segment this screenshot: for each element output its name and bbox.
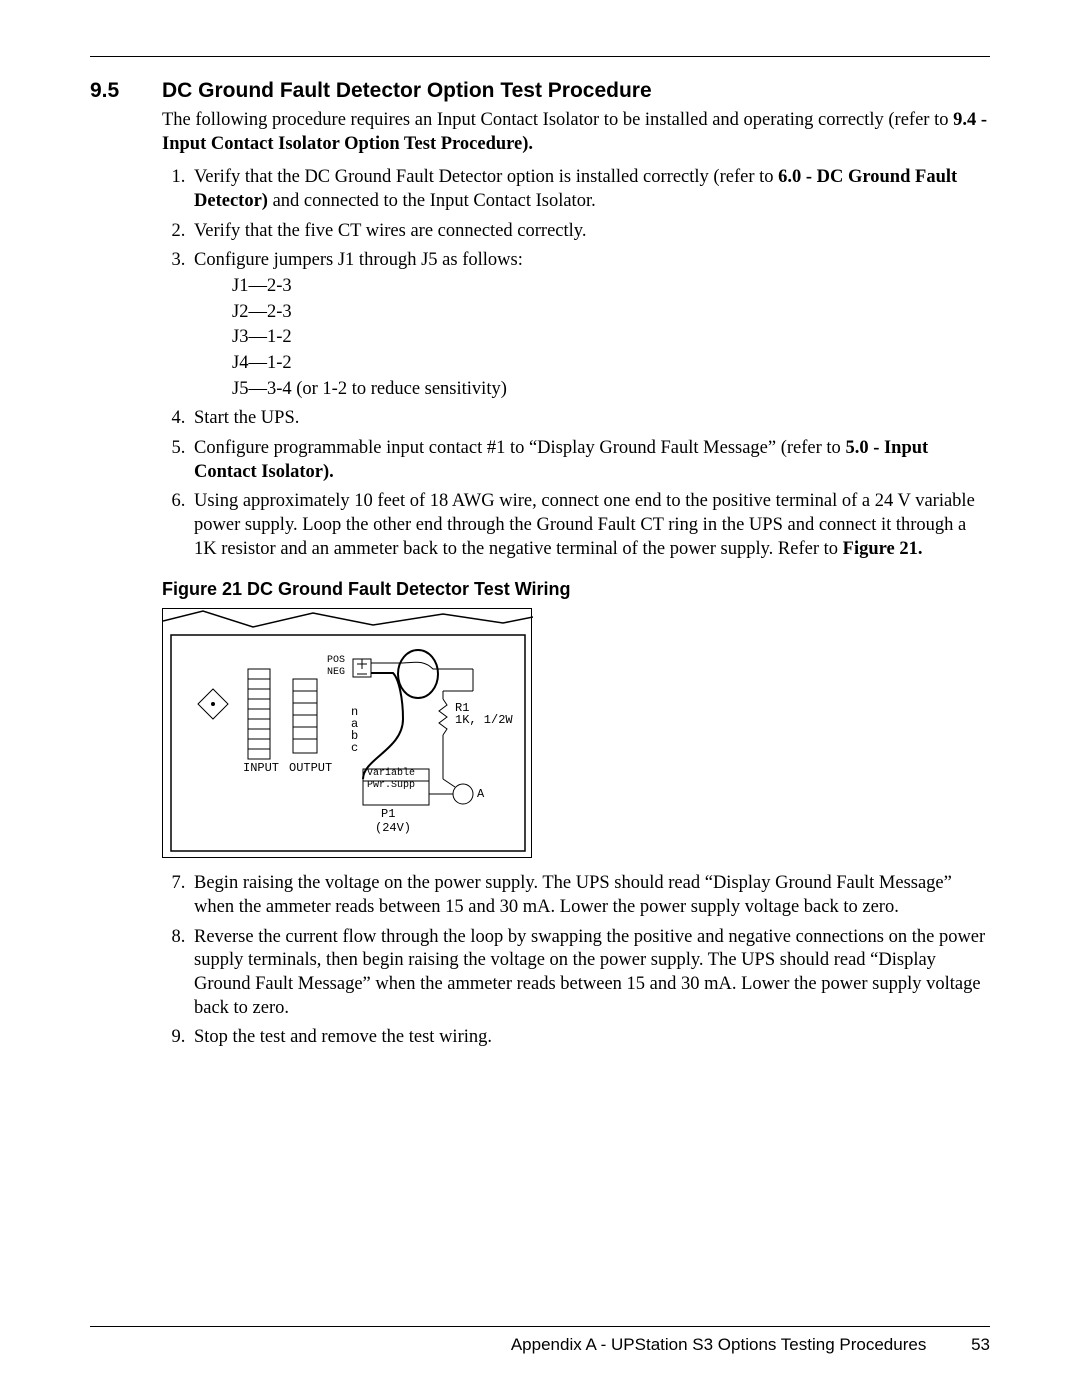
step-6-ref: Figure 21.: [843, 539, 923, 559]
page-footer: Appendix A - UPStation S3 Options Testin…: [90, 1326, 990, 1355]
step-9: Stop the test and remove the test wiring…: [190, 1026, 990, 1050]
footer-text: Appendix A - UPStation S3 Options Testin…: [90, 1335, 990, 1355]
step-6: Using approximately 10 feet of 18 AWG wi…: [190, 490, 990, 561]
fig-label-r1v: 1K, 1/2W: [455, 713, 513, 727]
figure-caption: Figure 21 DC Ground Fault Detector Test …: [162, 579, 990, 600]
fig-label-amp: A: [477, 787, 484, 801]
jumper-j4: J4—1-2: [232, 352, 990, 376]
fig-label-24v: (24V): [375, 821, 411, 835]
section-body: The following procedure requires an Inpu…: [162, 109, 990, 561]
procedure-list-cont: Begin raising the voltage on the power s…: [162, 872, 990, 1050]
fig-label-vps1: Variable: [367, 768, 415, 779]
section-body-cont: Begin raising the voltage on the power s…: [162, 872, 990, 1050]
fig-label-neg: NEG: [327, 667, 345, 678]
page-number: 53: [971, 1335, 990, 1354]
fig-label-output: OUTPUT: [289, 761, 332, 775]
step-5-text: Configure programmable input contact #1 …: [194, 438, 845, 458]
step-4: Start the UPS.: [190, 407, 990, 431]
document-page: 9.5 DC Ground Fault Detector Option Test…: [0, 0, 1080, 1397]
fig-label-p1: P1: [381, 807, 395, 821]
step-2: Verify that the five CT wires are connec…: [190, 220, 990, 244]
footer-appendix: Appendix A - UPStation S3 Options Testin…: [511, 1335, 927, 1354]
step-3-text: Configure jumpers J1 through J5 as follo…: [194, 250, 523, 270]
step-1-text-c: and connected to the Input Contact Isola…: [268, 191, 596, 211]
jumper-j5: J5—3-4 (or 1-2 to reduce sensitivity): [232, 378, 990, 402]
step-7: Begin raising the voltage on the power s…: [190, 872, 990, 919]
jumper-list: J1—2-3 J2—2-3 J3—1-2 J4—1-2 J5—3-4 (or 1…: [232, 275, 990, 401]
jumper-j2: J2—2-3: [232, 301, 990, 325]
step-8: Reverse the current flow through the loo…: [190, 926, 990, 1021]
fig-label-input: INPUT: [243, 761, 279, 775]
intro-paragraph: The following procedure requires an Inpu…: [162, 109, 990, 156]
procedure-list: Verify that the DC Ground Fault Detector…: [162, 166, 990, 561]
fig-label-pos: POS: [327, 655, 345, 666]
jumper-j1: J1—2-3: [232, 275, 990, 299]
fig-label-c: c: [351, 741, 358, 755]
figure-svg: [163, 609, 533, 859]
step-1: Verify that the DC Ground Fault Detector…: [190, 166, 990, 213]
section-number: 9.5: [90, 79, 138, 103]
section-heading: 9.5 DC Ground Fault Detector Option Test…: [90, 79, 990, 103]
jumper-j3: J3—1-2: [232, 326, 990, 350]
intro-text: The following procedure requires an Inpu…: [162, 110, 953, 130]
step-3: Configure jumpers J1 through J5 as follo…: [190, 249, 990, 401]
fig-label-vps2: Pwr.Supp: [367, 780, 415, 791]
top-rule: [90, 56, 990, 57]
figure-21-diagram: INPUT OUTPUT POS NEG n a b c R1 1K, 1/2W…: [162, 608, 532, 858]
section-title: DC Ground Fault Detector Option Test Pro…: [162, 79, 652, 103]
footer-rule: [90, 1326, 990, 1327]
step-5: Configure programmable input contact #1 …: [190, 437, 990, 484]
step-1-text-a: Verify that the DC Ground Fault Detector…: [194, 167, 778, 187]
